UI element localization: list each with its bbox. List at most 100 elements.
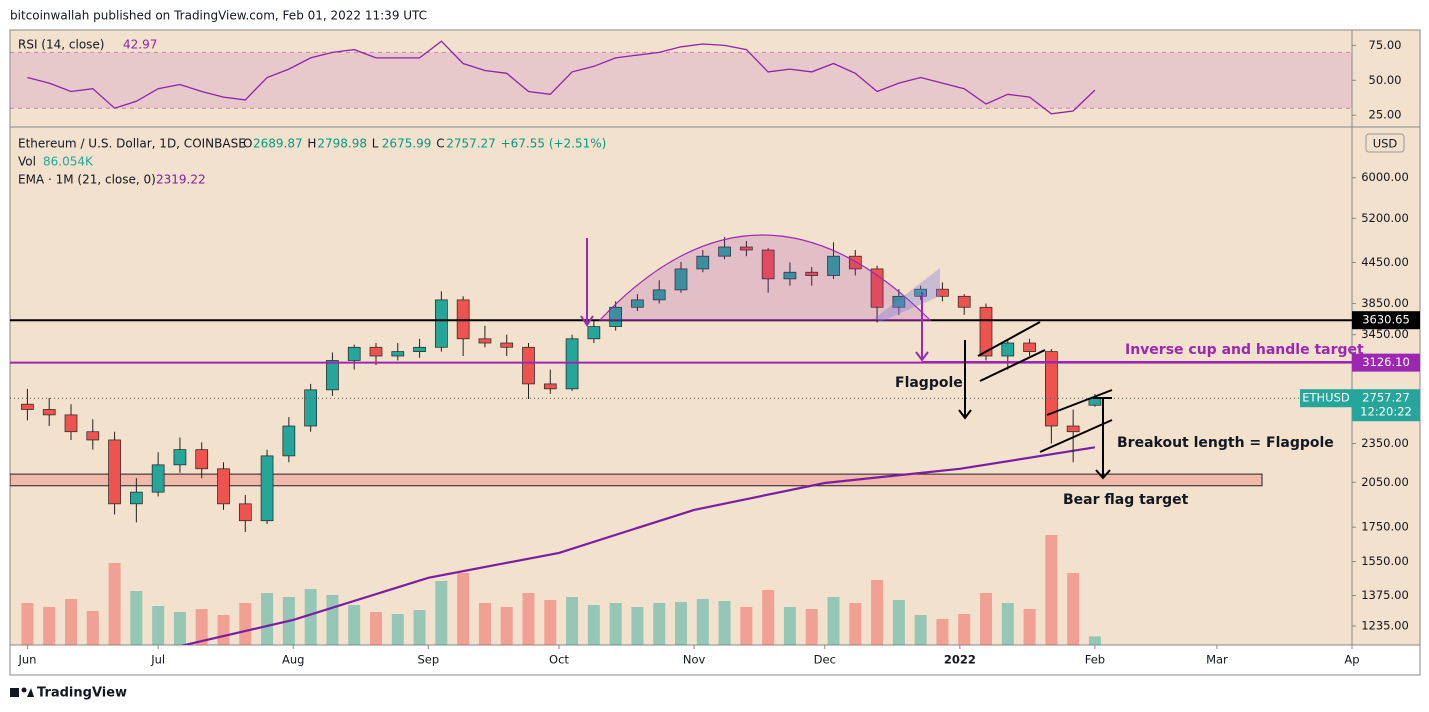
volume-bar (675, 602, 687, 645)
chart-area (10, 30, 1420, 645)
flag-channel (1039, 389, 1113, 453)
candle-body (827, 255, 840, 276)
candle-body (848, 255, 862, 270)
candle-body (805, 271, 819, 276)
volume-bar (892, 600, 905, 645)
rsi-value: 42.97 (123, 38, 157, 52)
annotation: Bear flag target (1063, 492, 1189, 508)
annotation: Inverse cup and handle target (1125, 342, 1364, 358)
annotation: Breakout length = Flagpole (1117, 435, 1334, 451)
ohlc-value: 2689.87 (253, 137, 303, 151)
publisher: bitcoinwallah published on TradingView.c… (10, 9, 427, 23)
volume-bar (239, 603, 252, 645)
y-tick-label: 6000.00 (1361, 170, 1409, 184)
arrow (580, 238, 594, 327)
volume-bar (1045, 535, 1058, 645)
volume-bar (108, 563, 121, 645)
candle-body (1023, 342, 1036, 352)
candle-body (652, 289, 666, 301)
volume-bar (849, 603, 862, 645)
volume-bar (914, 615, 927, 645)
rsi-band (10, 52, 1352, 109)
y-tick-label: 2050.00 (1361, 475, 1409, 489)
level-label-box (1352, 311, 1420, 330)
volume-bar (958, 614, 971, 645)
arrow (915, 292, 1352, 363)
arrow (958, 340, 972, 420)
arrow (1093, 397, 1112, 480)
candle-body (500, 342, 514, 348)
volume-bar (566, 597, 579, 645)
candle-body (238, 503, 252, 522)
ohlc-value: 2675.99 (382, 137, 432, 151)
volume-bar (762, 590, 775, 645)
ohlc-label: C (436, 137, 444, 151)
last-price-box (1352, 389, 1420, 422)
volume-bar (370, 612, 382, 645)
x-tick-label: 2022 (944, 653, 976, 667)
x-tick-label: Ap (1344, 653, 1359, 667)
volume-bar (326, 595, 339, 645)
candle-body (761, 249, 775, 280)
y-tick-label: 3850.00 (1361, 296, 1409, 310)
candle-body (195, 449, 209, 470)
candle-body (783, 271, 797, 280)
volume-bar (718, 601, 731, 645)
candle-body (631, 299, 644, 308)
candle-body (42, 409, 56, 416)
candle-body (1045, 351, 1058, 427)
candle-body (1066, 425, 1080, 433)
candle-body (674, 268, 688, 291)
candle-body (108, 439, 121, 505)
frame (9, 29, 1421, 676)
volume-bar (173, 612, 186, 645)
y-tick-label: 1750.00 (1361, 520, 1409, 534)
candle-body (957, 295, 971, 308)
y-tick-label: 50.00 (1369, 73, 1402, 87)
candle-body (1001, 342, 1015, 357)
last-price: 2757.27 (1362, 391, 1410, 405)
candle-body (64, 414, 78, 433)
volume-bar (980, 593, 992, 645)
volume-bar (152, 606, 165, 645)
candle-body (130, 491, 143, 505)
y-tick-label: 5200.00 (1361, 211, 1409, 225)
x-tick-label: Oct (549, 653, 569, 667)
candle-body (347, 346, 361, 361)
symbol-box (1300, 389, 1352, 408)
currency[interactable]: USD (1373, 137, 1398, 151)
volume-bar (261, 593, 274, 645)
logo (10, 687, 34, 697)
volume-bar (21, 603, 34, 645)
volume-bar (348, 605, 361, 645)
candle-body (914, 288, 927, 297)
x-tick-label: Nov (683, 653, 706, 667)
rsi-line (27, 40, 1096, 115)
ohlc-value: 2757.27 (446, 137, 496, 151)
volume-bar (522, 593, 535, 645)
layer: 75.00 50.00 25.00 6000.00 5200.00 4450.00 3850… (10, 38, 1420, 667)
volume-bar (783, 607, 796, 645)
ema-title: EMA · 1M (21, close, 0) (18, 173, 156, 187)
currency-button[interactable] (1365, 133, 1405, 153)
level-label-box (1352, 353, 1420, 372)
candle-body (478, 338, 492, 344)
x-tick-label: Jun (17, 653, 36, 667)
volume-bar (413, 610, 426, 645)
ohlc-value: 2798.98 (317, 137, 367, 151)
volume-title: Vol (18, 155, 36, 169)
volume-bar (653, 603, 666, 645)
volume-bar (871, 580, 884, 645)
x-tick-label: Jul (150, 653, 165, 667)
cup (598, 234, 932, 321)
ema-value: 2319.22 (156, 173, 206, 187)
volume-bar (457, 573, 470, 645)
candle-body (870, 268, 884, 308)
candle-body (543, 383, 557, 390)
candle-body (173, 449, 187, 466)
rsi-title: RSI (14, close) (18, 38, 104, 52)
x-tick-label: Sep (417, 653, 439, 667)
level-label: 3630.65 (1362, 313, 1410, 327)
candle-body (369, 346, 383, 357)
